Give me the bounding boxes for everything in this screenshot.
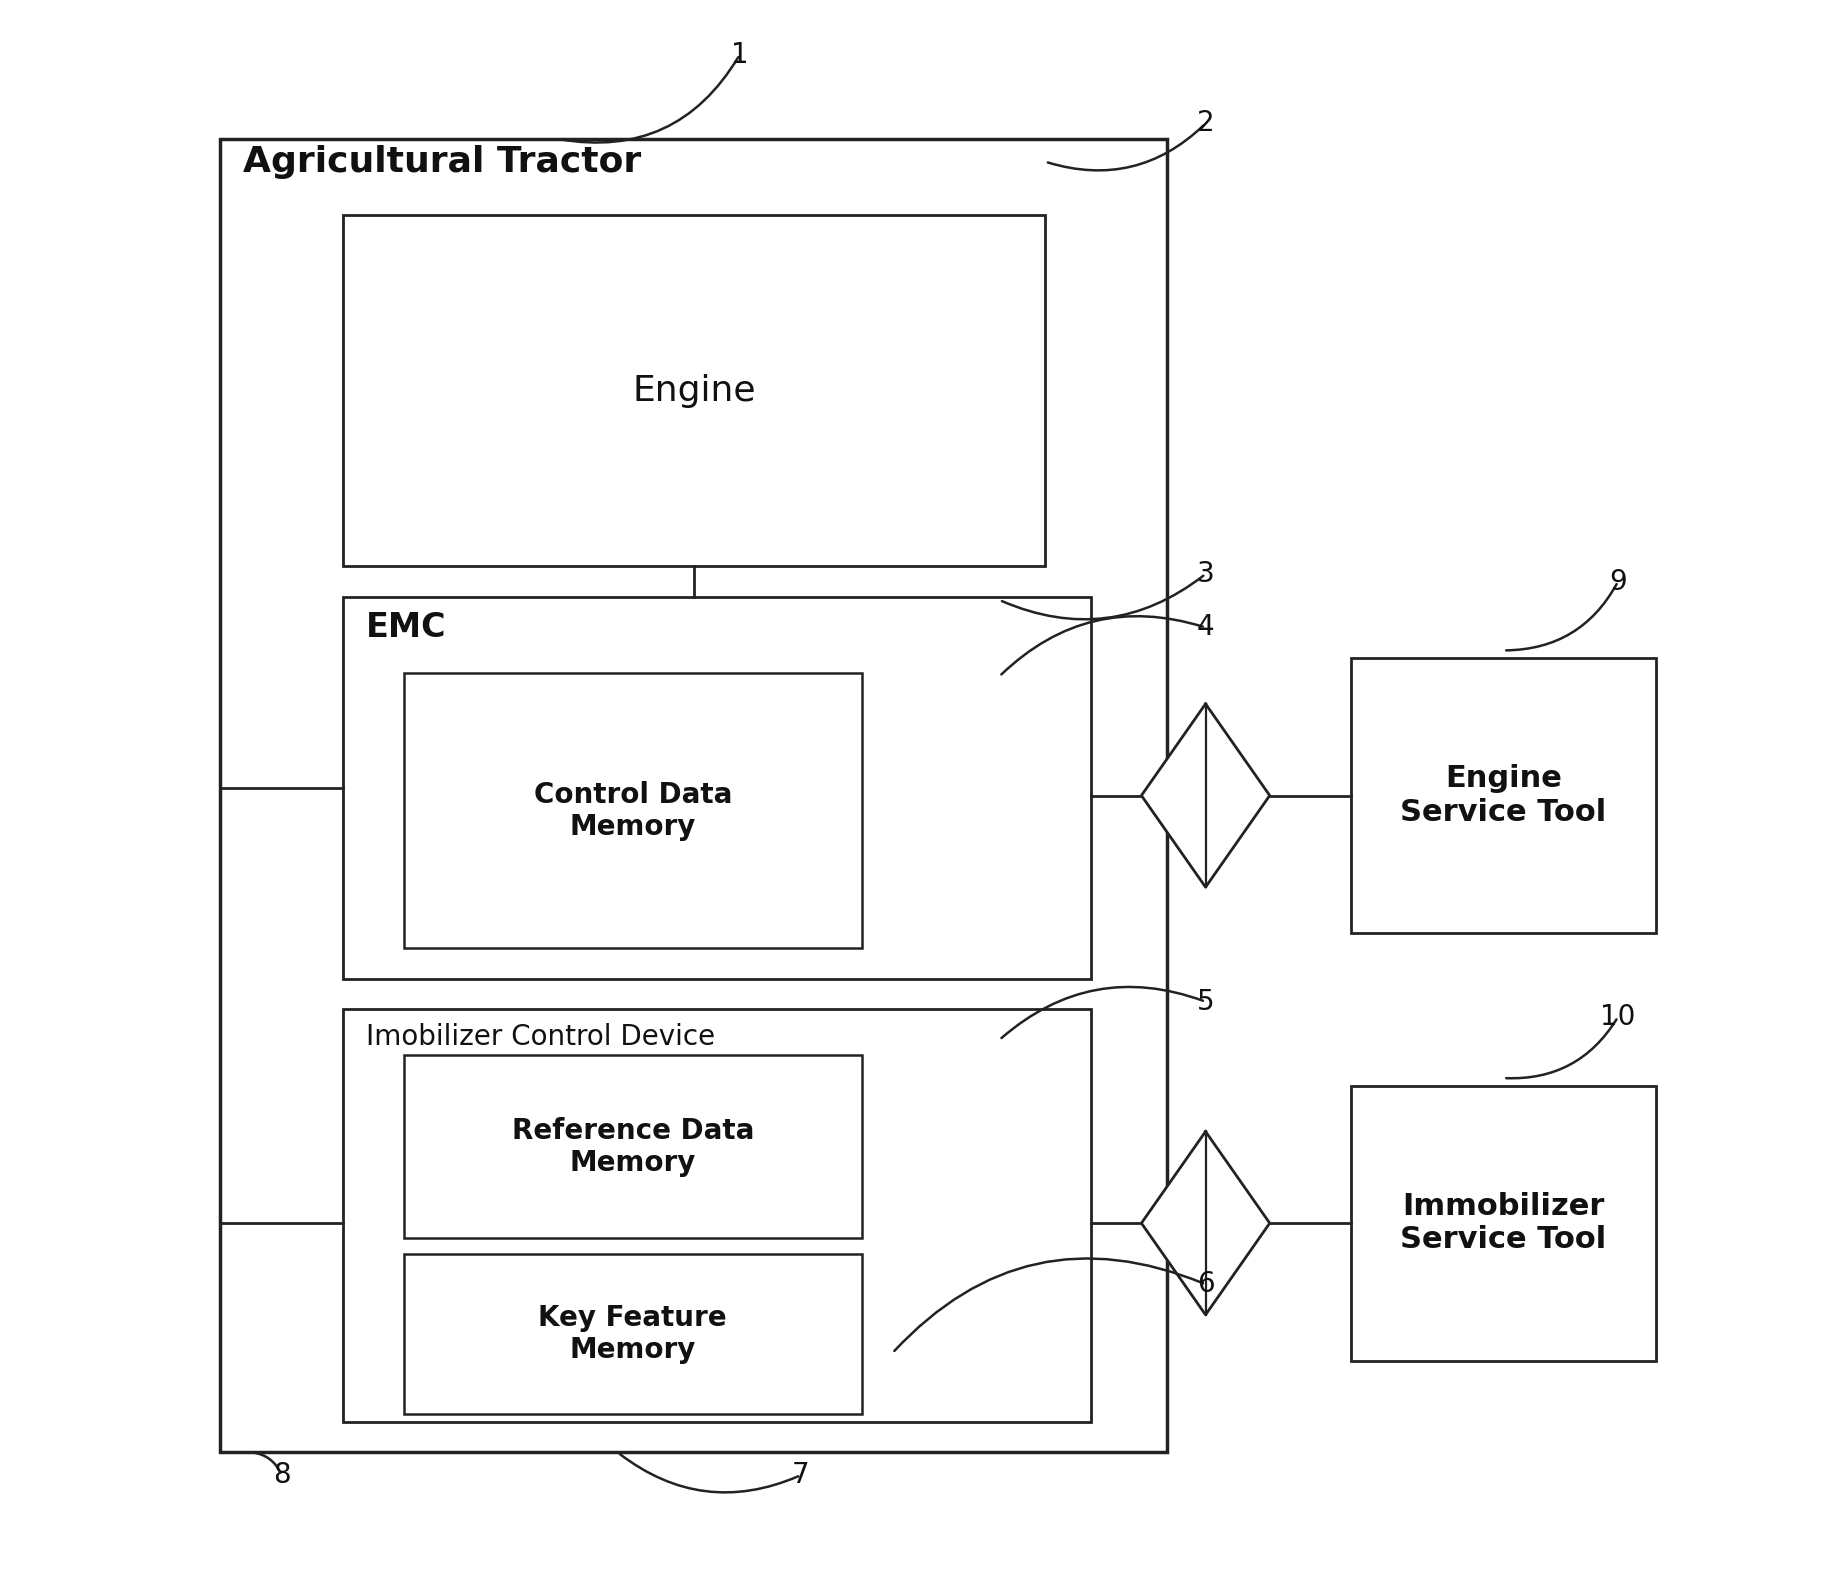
Text: 3: 3: [1196, 560, 1215, 589]
Text: 1: 1: [731, 41, 748, 68]
Polygon shape: [1141, 1131, 1270, 1314]
Text: EMC: EMC: [366, 611, 447, 644]
Text: 6: 6: [1196, 1270, 1215, 1298]
Bar: [220, 138, 1167, 1453]
Text: Key Feature
Memory: Key Feature Memory: [539, 1303, 727, 1363]
Text: Imobilizer Control Device: Imobilizer Control Device: [366, 1023, 714, 1050]
Text: 2: 2: [1196, 110, 1215, 137]
Bar: [343, 215, 1045, 566]
Text: 10: 10: [1600, 1002, 1636, 1031]
Bar: [343, 1009, 1091, 1422]
Text: 4: 4: [1196, 614, 1215, 641]
Bar: [1351, 659, 1656, 932]
Text: 7: 7: [792, 1461, 810, 1489]
Text: Engine: Engine: [631, 374, 755, 407]
Text: Agricultural Tractor: Agricultural Tractor: [244, 145, 642, 178]
Text: Engine
Service Tool: Engine Service Tool: [1401, 764, 1606, 827]
Text: Reference Data
Memory: Reference Data Memory: [511, 1117, 753, 1177]
Bar: [404, 673, 862, 948]
Polygon shape: [1141, 703, 1270, 888]
Bar: [404, 1254, 862, 1414]
Text: 5: 5: [1196, 988, 1215, 1015]
Bar: [343, 597, 1091, 978]
Bar: [1351, 1085, 1656, 1360]
Text: Control Data
Memory: Control Data Memory: [533, 781, 733, 842]
Text: 9: 9: [1610, 568, 1626, 595]
Bar: [404, 1055, 862, 1238]
Text: 8: 8: [273, 1461, 290, 1489]
Text: Immobilizer
Service Tool: Immobilizer Service Tool: [1401, 1192, 1606, 1254]
